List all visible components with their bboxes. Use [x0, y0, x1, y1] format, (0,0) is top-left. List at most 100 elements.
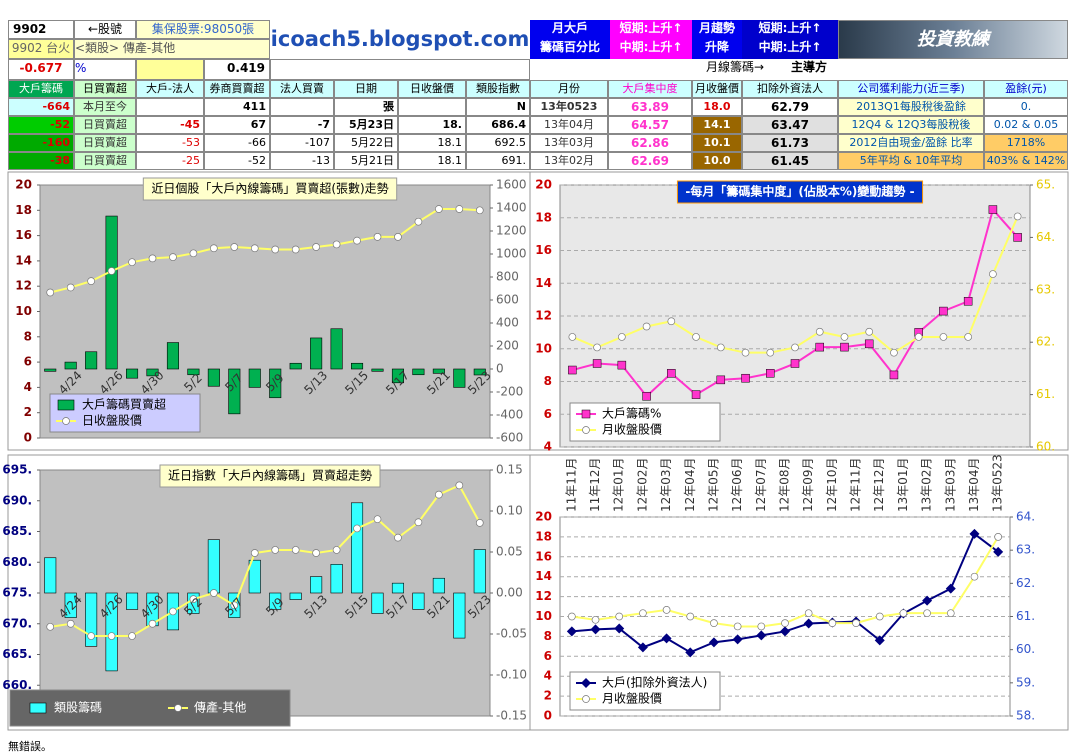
bar — [187, 368, 200, 376]
marker — [614, 623, 625, 634]
bar — [146, 368, 159, 377]
marker — [230, 601, 239, 610]
cell: -7 — [270, 116, 334, 134]
marker — [590, 624, 601, 635]
bar — [453, 592, 466, 639]
marker — [414, 217, 423, 226]
x-tick-label: 13年04月 — [967, 457, 981, 512]
tick-label: 61. — [1016, 609, 1035, 623]
cell: 61.73 — [742, 134, 838, 152]
cell: 691. — [466, 152, 530, 170]
cell: 籌碼百分比 — [530, 39, 610, 59]
marker — [271, 546, 280, 554]
marker — [642, 322, 651, 331]
legend-swatch — [57, 399, 75, 411]
x-tick-label: 12年06月 — [730, 457, 744, 512]
cell: 盈餘(元) — [984, 80, 1068, 98]
cell: 5年平均 & 10年平均 — [838, 152, 984, 170]
marker — [691, 390, 701, 399]
cell: % — [74, 59, 136, 80]
tick-label: 10 — [15, 304, 32, 318]
cell: -52 — [204, 152, 270, 170]
bar — [248, 559, 261, 594]
line — [50, 484, 481, 638]
bar — [44, 557, 57, 594]
marker — [804, 609, 813, 618]
cell: 中期:上升↑ — [742, 39, 838, 59]
marker — [582, 426, 590, 434]
bar — [351, 502, 364, 594]
marker — [148, 254, 157, 263]
cell: 63.89 — [608, 98, 692, 116]
marker — [864, 339, 874, 349]
marker — [708, 637, 719, 648]
marker — [189, 595, 198, 604]
cell: 日買賣超 — [74, 134, 136, 152]
tick-label: 0 — [24, 431, 32, 445]
bar — [64, 592, 77, 618]
tick-label: 14 — [535, 569, 552, 583]
cell: 411 — [204, 98, 270, 116]
legend-label: 類股籌碼 — [54, 701, 102, 715]
x-tick-label: 12年10月 — [825, 457, 839, 512]
tick-label: -200 — [496, 385, 523, 399]
cell: 5月21日 — [334, 152, 398, 170]
cell: -52 — [8, 116, 74, 134]
cell: 日買賣超 — [74, 80, 136, 98]
bar — [85, 351, 98, 370]
marker — [889, 370, 899, 380]
legend-label: 日收盤股價 — [82, 414, 142, 428]
marker — [332, 546, 341, 554]
x-tick-label: 12年09月 — [801, 457, 815, 512]
marker — [732, 634, 743, 645]
x-tick-label: 12年04月 — [683, 457, 697, 512]
marker — [710, 619, 718, 627]
marker — [1013, 233, 1022, 242]
cell: 63.47 — [742, 116, 838, 134]
marker — [685, 647, 696, 658]
marker — [875, 612, 884, 621]
tick-label: 6 — [544, 407, 552, 421]
cell: 62.79 — [742, 98, 838, 116]
marker — [946, 609, 955, 618]
marker — [373, 233, 382, 241]
marker — [890, 348, 898, 357]
marker — [733, 622, 742, 631]
bar — [310, 337, 323, 370]
x-tick-label: 13年02月 — [920, 457, 934, 512]
bar — [391, 368, 404, 384]
bar — [105, 592, 118, 672]
marker — [87, 277, 95, 285]
cell: -38 — [8, 152, 74, 170]
x-tick-label: 12年05月 — [706, 457, 720, 512]
legend-swatch — [29, 702, 47, 714]
cell — [398, 98, 466, 116]
marker — [230, 243, 239, 251]
cell: 13年0523 — [530, 98, 608, 116]
bar — [453, 368, 466, 388]
legend-label: 大戶籌碼% — [602, 407, 661, 421]
marker — [617, 360, 627, 370]
bar — [330, 563, 343, 594]
marker — [250, 549, 259, 557]
marker — [581, 409, 591, 419]
marker — [414, 518, 423, 527]
tick-label: 0 — [544, 709, 552, 723]
tick-label: 60. — [1016, 642, 1035, 656]
marker — [790, 359, 800, 368]
marker — [271, 245, 280, 254]
marker — [874, 635, 885, 646]
marker — [964, 333, 973, 341]
tick-label: 12 — [535, 589, 552, 603]
cell — [136, 59, 204, 80]
marker — [661, 633, 672, 644]
legend — [9, 689, 291, 727]
tick-label: 675. — [2, 586, 32, 600]
marker — [840, 342, 849, 352]
bar — [289, 592, 302, 600]
marker — [373, 515, 382, 524]
cell: 686.4 — [466, 116, 530, 134]
tick-label: 8 — [544, 629, 552, 643]
tick-label: -600 — [496, 431, 523, 445]
tick-label: 2 — [24, 405, 32, 419]
